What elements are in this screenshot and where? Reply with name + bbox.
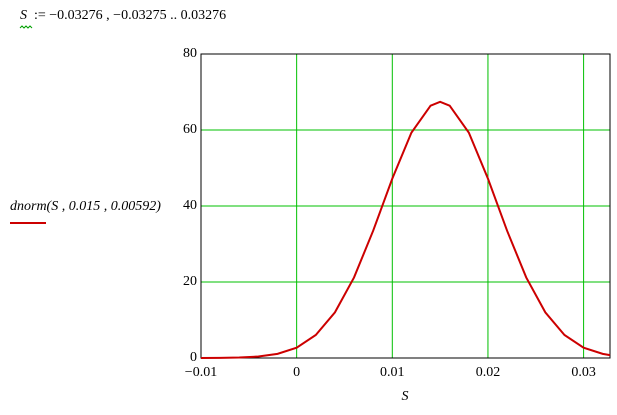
y-tick-label: 0	[190, 350, 197, 365]
definition-expression: := −0.03276 , −0.03275 .. 0.03276	[34, 8, 226, 23]
definition-variable: S	[20, 8, 27, 23]
y-tick-label: 60	[183, 122, 197, 137]
x-tick-label: 0.03	[571, 365, 596, 380]
x-axis-label: S	[402, 389, 409, 404]
x-tick-label: −0.01	[185, 365, 217, 380]
y-tick-label: 80	[183, 46, 197, 61]
y-tick-label: 20	[183, 274, 197, 289]
x-tick-label: 0.01	[380, 365, 405, 380]
plot-frame	[200, 53, 611, 359]
curve	[200, 100, 611, 359]
y-tick-label: 40	[183, 198, 197, 213]
x-tick-label: 0.02	[476, 365, 501, 380]
x-tick-label: 0	[293, 365, 300, 380]
spell-squiggle	[19, 25, 33, 29]
y-axis-label: dnorm(S , 0.015 , 0.00592)	[10, 199, 161, 214]
